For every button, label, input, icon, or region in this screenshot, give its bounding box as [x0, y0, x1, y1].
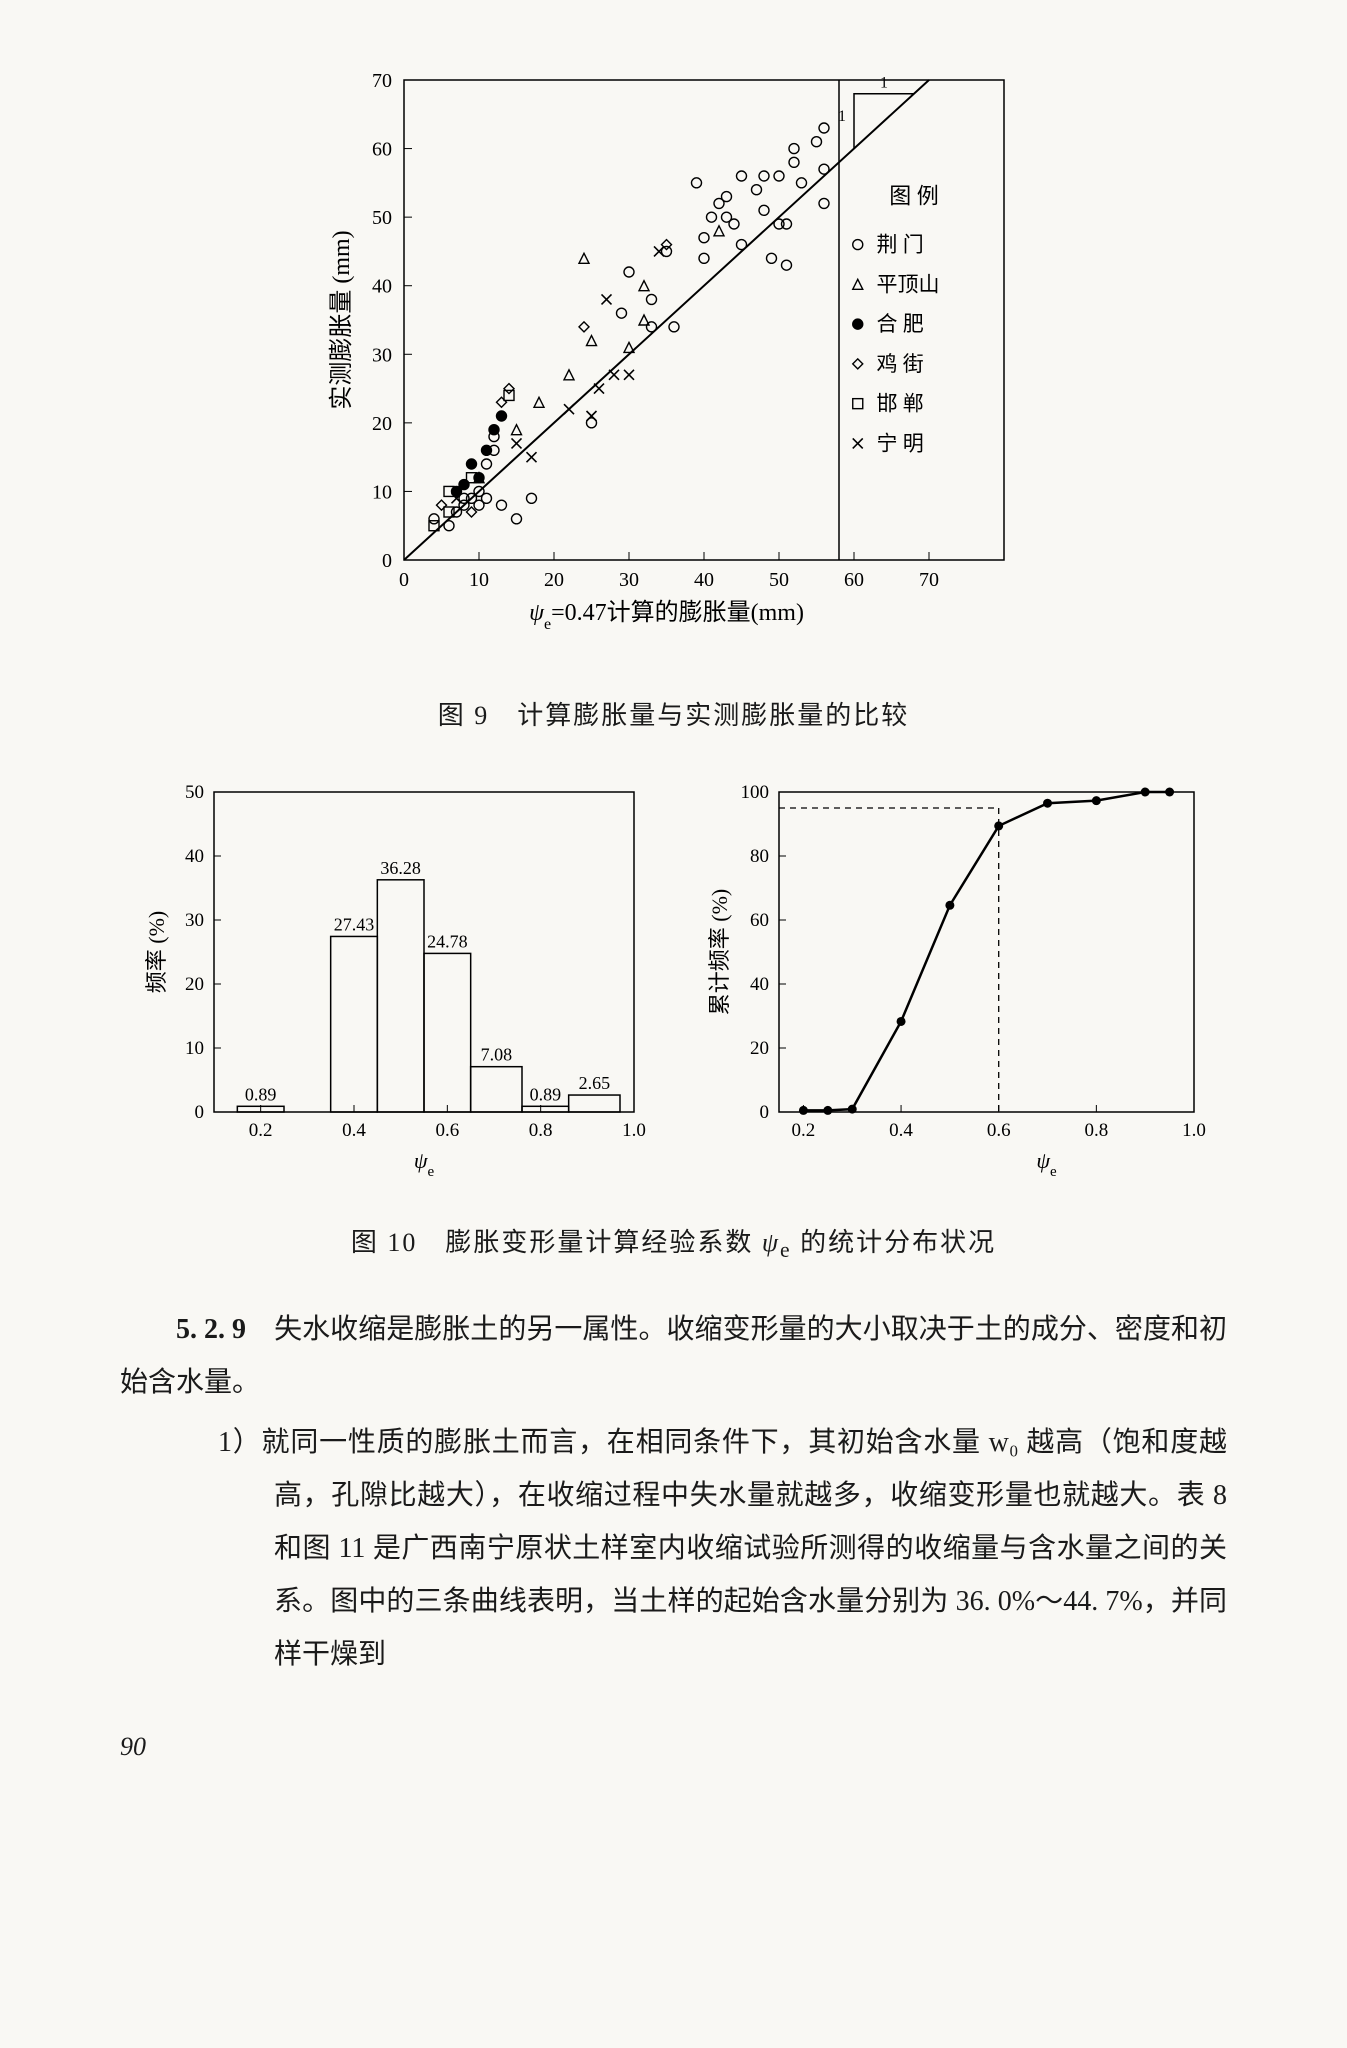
svg-text:0.89: 0.89 [529, 1084, 561, 1104]
svg-text:30: 30 [619, 569, 639, 591]
svg-text:合 肥: 合 肥 [876, 312, 923, 336]
svg-text:0: 0 [194, 1102, 204, 1123]
figure-10-right-chart: 0.2 0.4 0.6 0.8 1.0 0 20 40 60 80 100 累计频率 (%) ψe [694, 772, 1214, 1192]
svg-text:20: 20 [750, 1038, 769, 1059]
figure-10-caption: 图 10 膨胀变形量计算经验系数 ψe 的统计分布状况 [120, 1222, 1227, 1263]
svg-text:0.89: 0.89 [244, 1084, 276, 1104]
svg-text:1: 1 [880, 75, 888, 92]
svg-text:0.2: 0.2 [791, 1120, 815, 1141]
svg-text:10: 10 [372, 481, 392, 503]
svg-text:60: 60 [372, 139, 392, 161]
svg-text:50: 50 [769, 569, 789, 591]
svg-text:平顶山: 平顶山 [876, 272, 939, 296]
svg-text:鸡 街: 鸡 街 [876, 352, 923, 376]
svg-text:40: 40 [372, 276, 392, 298]
figure-10-left-chart: 0.2 0.4 0.6 0.8 1.0 0 10 20 30 40 50 0.89 27.43 36.28… [134, 772, 654, 1192]
svg-text:累计频率 (%): 累计频率 (%) [707, 889, 732, 1015]
figure-9-caption: 图 9 计算膨胀量与实测膨胀量的比较 [120, 695, 1227, 732]
body-text: 5. 2. 9 失水收缩是膨胀土的另一属性。收缩变形量的大小取决于土的成分、密度… [120, 1303, 1227, 1681]
svg-text:27.43: 27.43 [333, 914, 374, 934]
figure-9-chart: 01020304050607001020304050607011图 例荆 门平顶… [314, 60, 1034, 660]
svg-text:0.4: 0.4 [889, 1120, 913, 1141]
figure-9: 01020304050607001020304050607011图 例荆 门平顶… [314, 60, 1034, 665]
svg-text:ψe: ψe [1036, 1148, 1057, 1180]
svg-text:40: 40 [694, 569, 714, 591]
svg-text:50: 50 [372, 207, 392, 229]
svg-text:荆 门: 荆 门 [876, 233, 923, 257]
svg-text:0.8: 0.8 [1084, 1120, 1108, 1141]
svg-text:0.8: 0.8 [528, 1120, 552, 1141]
svg-text:20: 20 [372, 413, 392, 435]
svg-text:24.78: 24.78 [427, 931, 468, 951]
figure-10: 0.2 0.4 0.6 0.8 1.0 0 10 20 30 40 50 0.89 27.43 36.28… [134, 772, 1214, 1192]
svg-text:0: 0 [382, 550, 392, 572]
svg-text:40: 40 [750, 974, 769, 995]
svg-text:70: 70 [372, 70, 392, 92]
svg-text:60: 60 [844, 569, 864, 591]
svg-text:0.6: 0.6 [435, 1120, 459, 1141]
svg-text:频率 (%): 频率 (%) [144, 911, 169, 993]
svg-text:20: 20 [185, 974, 204, 995]
svg-text:10: 10 [469, 569, 489, 591]
svg-text:宁 明: 宁 明 [876, 431, 923, 455]
svg-text:2.65: 2.65 [578, 1073, 610, 1093]
svg-text:10: 10 [185, 1038, 204, 1059]
svg-text:实测膨胀量 (mm): 实测膨胀量 (mm) [328, 230, 355, 409]
svg-text:70: 70 [919, 569, 939, 591]
svg-text:0.4: 0.4 [342, 1120, 366, 1141]
svg-text:7.08: 7.08 [480, 1045, 512, 1065]
svg-text:0: 0 [759, 1102, 769, 1123]
svg-text:36.28: 36.28 [380, 858, 421, 878]
lead-sentence: 失水收缩是膨胀土的另一属性。收缩变形量的大小取决于土的成分、密度和初始含水量。 [120, 1314, 1227, 1398]
svg-text:50: 50 [185, 782, 204, 803]
svg-text:60: 60 [750, 910, 769, 931]
list-item-1: 1）就同一性质的膨胀土而言，在相同条件下，其初始含水量 w₀ 越高（饱和度越高，… [120, 1416, 1227, 1682]
svg-text:80: 80 [750, 846, 769, 867]
svg-text:ψe=0.47计算的膨胀量(mm): ψe=0.47计算的膨胀量(mm) [529, 599, 804, 633]
svg-text:ψe: ψe [413, 1148, 434, 1180]
svg-text:0.2: 0.2 [248, 1120, 272, 1141]
page-number: 90 [120, 1732, 1227, 1762]
svg-text:1.0: 1.0 [622, 1120, 646, 1141]
svg-text:20: 20 [544, 569, 564, 591]
svg-text:0: 0 [399, 569, 409, 591]
svg-text:图 例: 图 例 [889, 183, 939, 208]
svg-text:30: 30 [372, 344, 392, 366]
svg-text:40: 40 [185, 846, 204, 867]
svg-text:100: 100 [740, 782, 769, 803]
svg-text:30: 30 [185, 910, 204, 931]
svg-text:0.6: 0.6 [986, 1120, 1010, 1141]
svg-text:邯 郸: 邯 郸 [876, 392, 923, 416]
section-number: 5. 2. 9 [176, 1314, 246, 1345]
svg-text:1.0: 1.0 [1182, 1120, 1206, 1141]
